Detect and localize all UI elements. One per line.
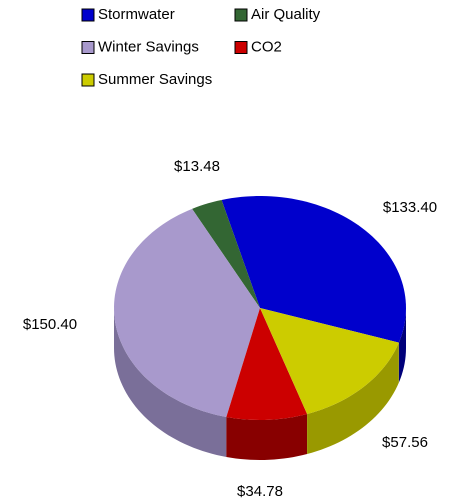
legend-label: CO2 (251, 38, 282, 55)
legend-label: Winter Savings (98, 38, 199, 55)
pie-slice-side (114, 308, 227, 457)
pie-slice (192, 199, 260, 308)
legend-label: Air Quality (251, 6, 321, 23)
legend-swatch (81, 73, 95, 87)
value-label: $150.40 (23, 316, 77, 333)
pie-slice (226, 308, 308, 420)
legend-label: Stormwater (98, 6, 175, 23)
legend-swatch (234, 8, 248, 22)
value-label: $34.78 (237, 483, 283, 500)
legend: Stormwater Air Quality Winter Savings CO2 Su… (81, 6, 321, 88)
pie-slice (114, 208, 260, 417)
legend-swatch (81, 8, 95, 22)
pie-tops (114, 196, 406, 420)
legend-label: Summer Savings (98, 71, 212, 88)
pie-slice-side (226, 414, 308, 460)
legend-swatch (81, 41, 95, 54)
value-label: $13.48 (174, 158, 220, 175)
pie-slice-side (398, 308, 406, 383)
value-label: $57.56 (382, 434, 428, 451)
labels: $133.40 $13.48 $150.40 $34.78 $57.56 (23, 158, 437, 500)
pie-slice-side (307, 342, 399, 455)
pie-slice (260, 308, 399, 415)
value-label: $133.40 (383, 199, 437, 216)
pie-sides (114, 308, 406, 460)
legend-swatch (234, 41, 248, 54)
pie-slice (221, 196, 406, 343)
